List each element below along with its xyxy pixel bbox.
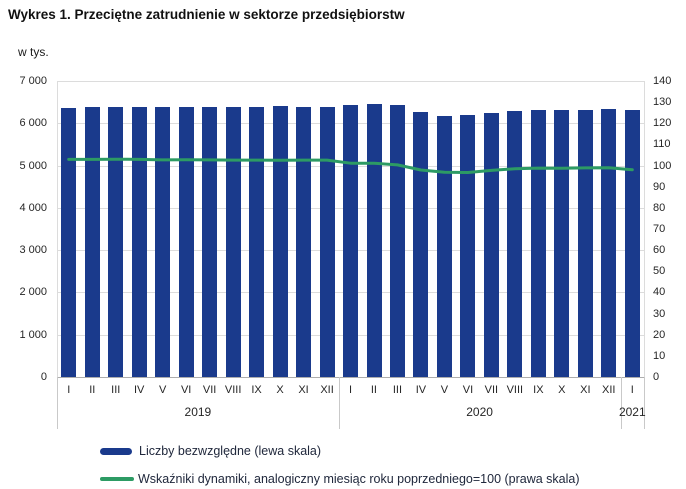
month-label: III bbox=[111, 384, 121, 396]
month-label: VIII bbox=[224, 384, 242, 396]
bar bbox=[131, 106, 147, 377]
bar bbox=[84, 107, 100, 377]
month-label: V bbox=[440, 384, 449, 396]
legend-item: Liczby bezwzględne (lewa skala) bbox=[100, 440, 580, 462]
month-label: IX bbox=[251, 384, 262, 396]
right-axis-tick: 50 bbox=[653, 265, 666, 278]
month-label: XII bbox=[602, 384, 616, 396]
bar bbox=[530, 110, 546, 377]
bar bbox=[319, 106, 335, 377]
month-label: VI bbox=[462, 384, 474, 396]
year-label: 2021 bbox=[618, 405, 646, 419]
legend-label: Wskaźniki dynamiki, analogiczny miesiąc … bbox=[138, 472, 580, 486]
month-label: I bbox=[349, 384, 353, 396]
bar bbox=[202, 106, 218, 377]
right-axis-tick: 140 bbox=[653, 75, 672, 87]
trend-line-layer bbox=[67, 157, 634, 174]
right-axis-tick: 60 bbox=[653, 244, 666, 257]
legend-line-swatch bbox=[100, 477, 134, 481]
plot-right-border bbox=[644, 81, 645, 377]
left-axis-tick: 2 000 bbox=[19, 286, 47, 299]
year-separator bbox=[620, 377, 622, 429]
year-separator bbox=[338, 377, 340, 429]
right-axis-tick: 80 bbox=[653, 201, 666, 214]
bar bbox=[108, 106, 124, 377]
bar bbox=[507, 110, 523, 377]
year-separator bbox=[57, 377, 58, 429]
month-label: II bbox=[370, 384, 377, 396]
bar bbox=[436, 116, 452, 377]
legend-label: Liczby bezwzględne (lewa skala) bbox=[139, 444, 322, 458]
month-label: XI bbox=[580, 384, 591, 396]
year-label: 2020 bbox=[466, 405, 493, 419]
right-axis-tick: 90 bbox=[653, 180, 666, 193]
month-label: I bbox=[67, 384, 71, 396]
bar bbox=[601, 109, 617, 377]
gridline bbox=[57, 81, 644, 82]
legend: Liczby bezwzględne (lewa skala) Wskaźniki… bbox=[100, 440, 580, 489]
year-label: 2019 bbox=[184, 405, 212, 419]
month-label: VII bbox=[484, 384, 499, 396]
month-label: X bbox=[276, 384, 284, 396]
bar bbox=[366, 104, 382, 377]
bar bbox=[390, 104, 405, 377]
bar bbox=[272, 106, 288, 377]
right-axis-tick: 30 bbox=[653, 307, 666, 320]
right-axis-tick: 70 bbox=[653, 223, 666, 235]
legend-bar-swatch bbox=[100, 447, 132, 455]
month-label: IV bbox=[415, 384, 427, 396]
left-axis-unit-label: w tys. bbox=[18, 45, 49, 59]
left-axis-tick: 6 000 bbox=[19, 117, 47, 130]
legend-item: Wskaźniki dynamiki, analogiczny miesiąc … bbox=[100, 468, 580, 489]
bar bbox=[483, 112, 499, 377]
bar bbox=[554, 109, 570, 377]
plot-left-border bbox=[57, 81, 58, 377]
month-label: XI bbox=[298, 384, 309, 396]
bar bbox=[343, 104, 358, 377]
trend-line bbox=[67, 157, 634, 174]
month-label: XII bbox=[320, 384, 334, 396]
year-separator bbox=[644, 377, 645, 429]
month-label: III bbox=[392, 384, 403, 396]
bar bbox=[460, 115, 476, 377]
bar bbox=[61, 107, 77, 377]
right-axis-tick: 20 bbox=[653, 328, 666, 341]
month-label: V bbox=[158, 384, 167, 396]
bar bbox=[296, 106, 311, 377]
bar bbox=[413, 112, 429, 377]
month-label: X bbox=[558, 384, 566, 396]
month-label: I bbox=[630, 384, 634, 396]
month-label: IV bbox=[133, 384, 145, 396]
month-label: VIII bbox=[506, 384, 524, 396]
right-axis-tick: 0 bbox=[653, 371, 660, 383]
left-axis-tick: 7 000 bbox=[19, 75, 47, 87]
bar bbox=[225, 106, 241, 377]
bar bbox=[577, 109, 593, 377]
bar bbox=[249, 106, 265, 377]
right-axis-tick: 110 bbox=[653, 138, 671, 151]
bar bbox=[178, 106, 194, 377]
left-axis-tick: 3 000 bbox=[19, 244, 47, 257]
right-axis-tick: 100 bbox=[653, 159, 672, 172]
bar bbox=[624, 110, 640, 377]
x-axis-line bbox=[57, 377, 645, 378]
bar bbox=[155, 107, 171, 377]
left-axis-tick: 4 000 bbox=[19, 201, 47, 214]
right-axis-tick: 40 bbox=[653, 286, 666, 299]
chart-title: Wykres 1. Przeciętne zatrudnienie w sekt… bbox=[8, 7, 405, 22]
right-axis-tick: 10 bbox=[653, 349, 666, 362]
month-label: II bbox=[89, 384, 96, 396]
month-label: VI bbox=[180, 384, 192, 396]
left-axis-tick: 5 000 bbox=[19, 159, 47, 172]
month-label: IX bbox=[533, 384, 544, 396]
right-axis-tick: 120 bbox=[653, 117, 672, 130]
left-axis-tick: 1 000 bbox=[19, 328, 47, 341]
right-axis-tick: 130 bbox=[653, 96, 672, 109]
left-axis-tick: 0 bbox=[40, 371, 47, 383]
month-label: VII bbox=[202, 384, 217, 396]
